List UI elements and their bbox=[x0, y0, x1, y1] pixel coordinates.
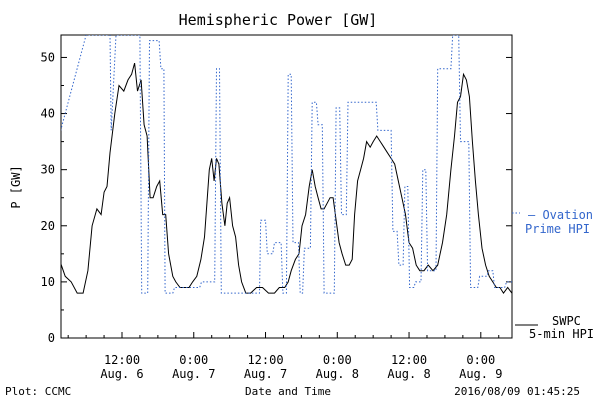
legend-ovation-line2: Prime HPI bbox=[525, 222, 590, 236]
legend-swpc-line1: SWPC bbox=[552, 314, 581, 328]
series-ovation-prime-line bbox=[61, 35, 512, 294]
y-axis-label: P [GW] bbox=[9, 165, 23, 208]
legend-ovation-line1: – Ovation bbox=[528, 208, 593, 222]
x-tick-time-label: 0:00 bbox=[179, 353, 208, 367]
series-swpc-line bbox=[61, 62, 512, 295]
x-tick-time-label: 0:00 bbox=[466, 353, 495, 367]
x-tick-date-label: Aug. 8 bbox=[316, 367, 359, 381]
x-tick-date-label: Aug. 7 bbox=[172, 367, 215, 381]
legend: – Ovation Prime HPI SWPC 5-min HPI bbox=[515, 208, 594, 341]
legend-swpc-line2: 5-min HPI bbox=[529, 327, 594, 341]
x-tick-date-label: Aug. 9 bbox=[459, 367, 502, 381]
x-tick-date-label: Aug. 6 bbox=[100, 367, 143, 381]
x-tick-time-label: 0:00 bbox=[323, 353, 352, 367]
x-tick-time-label: 12:00 bbox=[391, 353, 427, 367]
y-tick-label: 40 bbox=[41, 107, 55, 121]
plot-frame bbox=[60, 34, 513, 339]
y-tick-label: 10 bbox=[41, 275, 55, 289]
y-tick-label: 0 bbox=[48, 331, 55, 345]
footer-credit: Plot: CCMC bbox=[5, 385, 71, 398]
y-tick-label: 30 bbox=[41, 163, 55, 177]
x-tick-date-label: Aug. 8 bbox=[387, 367, 430, 381]
x-axis-label: Date and Time bbox=[245, 385, 331, 398]
y-tick-label: 20 bbox=[41, 219, 55, 233]
footer-timestamp: 2016/08/09 01:45:25 bbox=[454, 385, 580, 398]
x-tick-time-label: 12:00 bbox=[247, 353, 283, 367]
x-tick-date-label: Aug. 7 bbox=[244, 367, 287, 381]
y-tick-label: 50 bbox=[41, 50, 55, 64]
chart-title: Hemispheric Power [GW] bbox=[179, 11, 378, 29]
x-tick-time-label: 12:00 bbox=[104, 353, 140, 367]
